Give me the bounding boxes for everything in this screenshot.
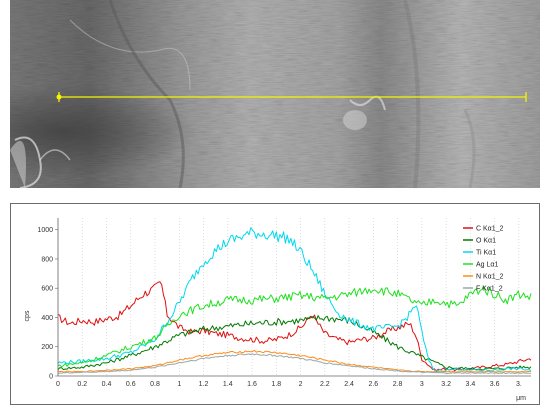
y-tick-label: 0: [49, 374, 53, 381]
axes: [55, 218, 531, 377]
ticks: 0 0.2 0.4 0.6 0.8 1 1.2 1.4 1.6 1.8 2 2.2 2.4 2.6 2.8 3…: [37, 227, 521, 388]
x-tick-label: 0.4: [102, 381, 112, 388]
chart-svg: 0 0.2 0.4 0.6 0.8 1 1.2 1.4 1.6 1.8 2 2.2 2.4 2.6 2.8 3…: [24, 218, 532, 402]
legend-entry: O Kα1: [476, 238, 496, 245]
x-tick-label: 1.6: [247, 381, 257, 388]
series-lines: [57, 227, 532, 374]
x-tick-label: 3.2: [441, 381, 451, 388]
x-tick-label: 1: [177, 381, 181, 388]
scan-line-start-marker: [56, 94, 62, 100]
series-line: [57, 227, 532, 372]
sem-image: [10, 0, 540, 188]
x-tick-label: 1.8: [271, 381, 281, 388]
x-tick-label: 2: [299, 381, 303, 388]
x-tick-label: 0.6: [126, 381, 136, 388]
legend-entry: Ag Lα1: [476, 262, 498, 269]
x-tick-label: 3: [420, 381, 424, 388]
x-tick-label: 0: [56, 381, 60, 388]
x-tick-label: 2.2: [320, 381, 330, 388]
line-scan-chart: 0 0.2 0.4 0.6 0.8 1 1.2 1.4 1.6 1.8 2 2.2 2.4 2.6 2.8 3…: [10, 203, 540, 405]
legend-entry: N Kα1_2: [476, 274, 504, 281]
x-tick-label: 2.8: [393, 381, 403, 388]
sem-micrograph: [10, 0, 540, 188]
series-line: [57, 315, 532, 371]
y-tick-label: 600: [41, 286, 53, 293]
x-tick-label: 3.: [516, 381, 522, 388]
y-tick-label: 1000: [37, 227, 53, 234]
x-tick-label: 1.2: [199, 381, 209, 388]
legend-entry: F Kα1_2: [476, 286, 503, 293]
y-axis-label: cps: [24, 310, 31, 321]
x-tick-label: 3.6: [490, 381, 500, 388]
x-tick-label: 0.8: [150, 381, 160, 388]
x-tick-label: 0.2: [77, 381, 87, 388]
x-tick-label: 2.6: [368, 381, 378, 388]
legend-entry: C Kα1_2: [476, 226, 504, 233]
series-line: [57, 285, 532, 368]
x-axis-label: μm: [516, 395, 526, 402]
series-line: [57, 353, 532, 374]
y-tick-label: 400: [41, 315, 53, 322]
legend: C Kα1_2 O Kα1 Ti Kα1 Ag Lα1 N Kα1_2 F Kα1_2: [463, 226, 504, 293]
y-tick-label: 800: [41, 256, 53, 263]
x-tick-label: 1.4: [223, 381, 233, 388]
series-line: [57, 349, 532, 373]
x-tick-label: 3.4: [465, 381, 475, 388]
y-tick-label: 200: [41, 344, 53, 351]
legend-entry: Ti Kα1: [476, 250, 496, 257]
x-tick-label: 2.4: [344, 381, 354, 388]
